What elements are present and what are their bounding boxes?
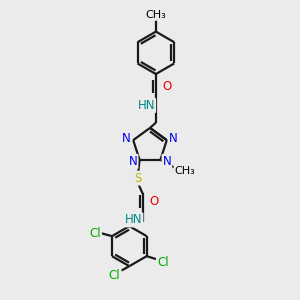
Text: Cl: Cl <box>109 268 120 281</box>
Text: O: O <box>149 195 158 208</box>
Text: HN: HN <box>138 99 155 112</box>
Text: N: N <box>122 132 131 145</box>
Text: Cl: Cl <box>89 227 101 240</box>
Text: O: O <box>163 80 172 93</box>
Text: HN: HN <box>125 213 142 226</box>
Text: S: S <box>134 172 142 184</box>
Text: N: N <box>169 132 178 145</box>
Text: N: N <box>163 155 171 168</box>
Text: N: N <box>129 155 137 168</box>
Text: CH₃: CH₃ <box>146 10 166 20</box>
Text: CH₃: CH₃ <box>174 166 195 176</box>
Text: Cl: Cl <box>157 256 169 268</box>
